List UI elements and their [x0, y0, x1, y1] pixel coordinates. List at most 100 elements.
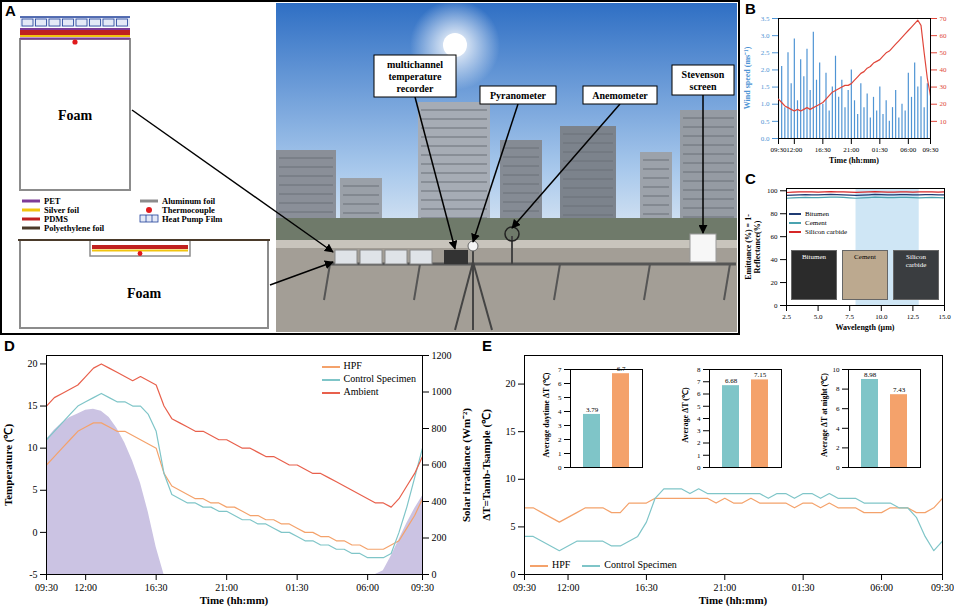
svg-text:0: 0: [697, 464, 701, 471]
svg-text:4: 4: [836, 425, 840, 433]
svg-text:8: 8: [697, 366, 701, 374]
svg-text:3: 3: [558, 422, 562, 430]
svg-text:09:30: 09:30: [411, 582, 434, 593]
svg-text:10: 10: [940, 118, 948, 126]
svg-text:Stevenson: Stevenson: [682, 69, 725, 80]
svg-text:8: 8: [836, 385, 840, 393]
svg-text:10: 10: [506, 473, 516, 484]
svg-text:70: 70: [940, 15, 948, 23]
svg-text:3.5: 3.5: [761, 15, 770, 23]
svg-text:7.15: 7.15: [754, 371, 767, 379]
svg-text:6.68: 6.68: [725, 377, 738, 385]
svg-text:01:30: 01:30: [792, 582, 815, 593]
svg-text:21:00: 21:00: [843, 146, 859, 154]
svg-text:5: 5: [558, 394, 562, 402]
svg-text:10: 10: [28, 442, 38, 453]
svg-text:1.5: 1.5: [761, 83, 770, 91]
svg-text:7.43: 7.43: [893, 386, 906, 394]
svg-text:21:00: 21:00: [713, 582, 736, 593]
svg-text:7: 7: [697, 378, 701, 386]
svg-text:recorder: recorder: [396, 83, 434, 94]
svg-text:6: 6: [558, 380, 562, 388]
svg-text:5.0: 5.0: [814, 313, 823, 321]
svg-text:12:00: 12:00: [74, 582, 97, 593]
svg-text:60: 60: [940, 32, 948, 40]
svg-text:0: 0: [511, 569, 516, 580]
svg-text:12.5: 12.5: [907, 313, 920, 321]
svg-text:800: 800: [432, 423, 447, 434]
svg-text:temperature: temperature: [388, 71, 442, 82]
svg-text:09:30: 09:30: [931, 582, 954, 593]
svg-text:09:30: 09:30: [513, 582, 536, 593]
svg-text:multichannel: multichannel: [387, 59, 443, 70]
svg-text:20: 20: [940, 100, 948, 108]
svg-text:5: 5: [33, 484, 38, 495]
svg-text:Heat Pump Film: Heat Pump Film: [162, 214, 222, 224]
svg-text:15: 15: [28, 400, 38, 411]
svg-text:40: 40: [771, 256, 779, 264]
svg-text:06:00: 06:00: [870, 582, 893, 593]
svg-text:Foam: Foam: [58, 108, 93, 123]
svg-text:12:00: 12:00: [786, 146, 802, 154]
svg-text:0: 0: [836, 464, 840, 471]
svg-text:6.7: 6.7: [616, 365, 625, 373]
svg-text:1: 1: [558, 450, 562, 458]
svg-text:0: 0: [33, 527, 38, 538]
svg-text:Pyranometer: Pyranometer: [490, 90, 547, 101]
svg-text:7.5: 7.5: [845, 313, 854, 321]
svg-text:Anemometer: Anemometer: [592, 90, 648, 101]
svg-text:01:30: 01:30: [286, 582, 309, 593]
svg-text:7: 7: [558, 366, 562, 374]
svg-text:3.79: 3.79: [586, 406, 599, 414]
svg-text:06:00: 06:00: [900, 146, 916, 154]
svg-text:16:30: 16:30: [145, 582, 168, 593]
svg-text:Foam: Foam: [127, 286, 162, 301]
svg-text:screen: screen: [689, 81, 716, 92]
svg-text:6: 6: [836, 405, 840, 413]
svg-text:30: 30: [940, 83, 948, 91]
svg-text:1: 1: [697, 451, 701, 459]
svg-text:80: 80: [771, 210, 779, 218]
svg-text:0: 0: [774, 302, 778, 310]
svg-text:6: 6: [697, 390, 701, 398]
svg-text:0: 0: [558, 464, 562, 471]
svg-text:1000: 1000: [432, 386, 452, 397]
svg-text:06:00: 06:00: [356, 582, 379, 593]
svg-text:2.5: 2.5: [782, 313, 791, 321]
svg-text:100: 100: [767, 187, 778, 195]
svg-text:5: 5: [511, 521, 516, 532]
svg-text:400: 400: [432, 496, 447, 507]
svg-text:12:00: 12:00: [557, 582, 580, 593]
svg-text:40: 40: [940, 66, 948, 74]
svg-text:09:30: 09:30: [771, 146, 787, 154]
svg-text:09:30: 09:30: [923, 146, 939, 154]
svg-text:2: 2: [697, 439, 701, 447]
svg-text:5: 5: [697, 402, 701, 410]
svg-text:4: 4: [697, 415, 701, 423]
svg-text:10: 10: [833, 366, 841, 374]
svg-text:01:30: 01:30: [872, 146, 888, 154]
svg-text:0: 0: [432, 569, 437, 580]
svg-text:20: 20: [771, 279, 779, 287]
svg-text:2: 2: [836, 444, 840, 452]
svg-text:Polyethylene foil: Polyethylene foil: [44, 223, 105, 233]
svg-text:0.0: 0.0: [761, 135, 770, 143]
svg-text:4: 4: [558, 408, 562, 416]
svg-text:1200: 1200: [432, 350, 452, 361]
svg-text:16:30: 16:30: [815, 146, 831, 154]
svg-text:2: 2: [558, 436, 562, 444]
svg-text:20: 20: [506, 378, 516, 389]
svg-text:21:00: 21:00: [215, 582, 238, 593]
svg-text:8.98: 8.98: [864, 371, 877, 379]
svg-text:60: 60: [771, 233, 779, 241]
svg-text:600: 600: [432, 459, 447, 470]
svg-text:15: 15: [506, 426, 516, 437]
svg-text:09:30: 09:30: [35, 582, 58, 593]
svg-text:20: 20: [28, 358, 38, 369]
svg-text:2.5: 2.5: [761, 49, 770, 57]
svg-text:1.0: 1.0: [761, 100, 770, 108]
svg-text:3.0: 3.0: [761, 32, 770, 40]
svg-text:10.0: 10.0: [875, 313, 888, 321]
svg-text:16:30: 16:30: [635, 582, 658, 593]
svg-text:3: 3: [697, 427, 701, 435]
